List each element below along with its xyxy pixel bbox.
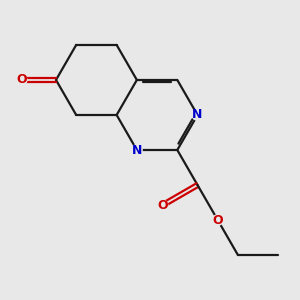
Circle shape — [157, 200, 168, 211]
Text: O: O — [212, 214, 223, 226]
Circle shape — [192, 110, 203, 120]
Text: N: N — [132, 143, 142, 157]
Circle shape — [16, 75, 27, 85]
Circle shape — [212, 215, 223, 225]
Text: O: O — [16, 74, 27, 86]
Circle shape — [132, 145, 142, 155]
Text: O: O — [157, 199, 168, 212]
Text: N: N — [192, 109, 203, 122]
